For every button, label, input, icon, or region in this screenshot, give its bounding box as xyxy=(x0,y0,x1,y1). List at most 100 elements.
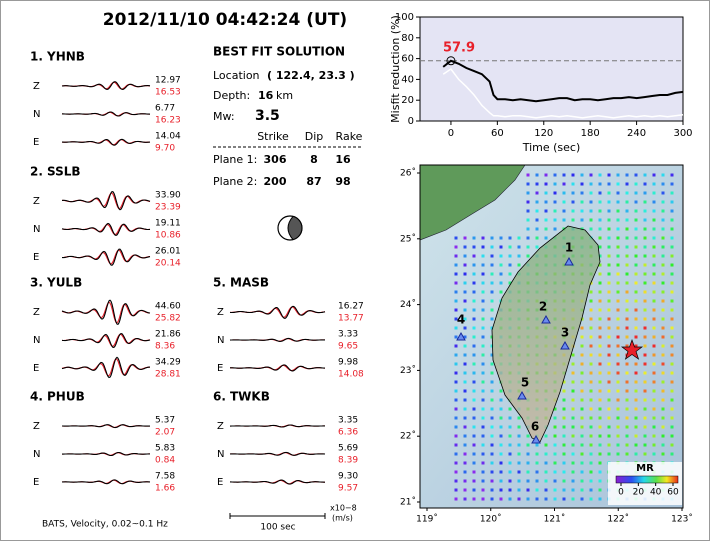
grid-dot xyxy=(544,227,548,231)
grid-dot xyxy=(454,281,458,285)
map-x-tick-label: 122˚ xyxy=(607,514,629,525)
grid-dot xyxy=(616,371,620,375)
grid-dot xyxy=(481,389,485,393)
grid-dot xyxy=(616,335,620,339)
grid-dot xyxy=(481,272,485,276)
station-number: 6. xyxy=(213,390,226,404)
grid-dot xyxy=(508,479,512,483)
grid-dot xyxy=(670,353,674,357)
grid-dot xyxy=(463,497,467,501)
grid-dot xyxy=(625,452,629,456)
grid-dot xyxy=(571,362,575,366)
grid-dot xyxy=(607,407,611,411)
grid-dot xyxy=(670,389,674,393)
grid-dot xyxy=(454,434,458,438)
grid-dot xyxy=(553,452,557,456)
grid-dot xyxy=(472,236,476,240)
grid-dot xyxy=(571,470,575,474)
grid-dot xyxy=(643,335,647,339)
observed-amplitude: 19.11 xyxy=(155,219,181,229)
grid-dot xyxy=(625,227,629,231)
grid-dot xyxy=(607,452,611,456)
footer-note: BATS, Velocity, 0.02~0.1 Hz xyxy=(42,520,168,530)
grid-dot xyxy=(472,362,476,366)
grid-dot xyxy=(481,479,485,483)
grid-dot xyxy=(652,173,656,177)
grid-dot xyxy=(598,452,602,456)
grid-dot xyxy=(463,425,467,429)
grid-dot xyxy=(526,497,530,501)
grid-dot xyxy=(472,371,476,375)
grid-dot xyxy=(589,434,593,438)
grid-dot xyxy=(661,335,665,339)
synthetic-amplitude: 20.14 xyxy=(155,259,181,269)
grid-dot xyxy=(571,182,575,186)
grid-dot xyxy=(454,407,458,411)
grid-dot xyxy=(463,479,467,483)
grid-dot xyxy=(472,245,476,249)
station-label: 5 xyxy=(521,376,529,390)
grid-dot xyxy=(625,326,629,330)
grid-dot xyxy=(661,380,665,384)
grid-dot xyxy=(625,344,629,348)
grid-dot xyxy=(652,254,656,258)
component: N xyxy=(217,449,224,460)
grid-dot xyxy=(535,182,539,186)
grid-dot xyxy=(616,308,620,312)
observed-amplitude: 6.77 xyxy=(155,104,175,114)
grid-dot xyxy=(544,452,548,456)
grid-dot xyxy=(508,416,512,420)
station-label: 3 xyxy=(561,326,569,340)
grid-dot xyxy=(508,497,512,501)
grid-dot xyxy=(571,200,575,204)
grid-dot xyxy=(463,452,467,456)
grid-dot xyxy=(571,461,575,465)
grid-dot xyxy=(607,263,611,267)
grid-dot xyxy=(670,227,674,231)
grid-dot xyxy=(634,362,638,366)
grid-dot xyxy=(454,308,458,312)
component: E xyxy=(33,477,39,488)
grid-dot xyxy=(634,299,638,303)
grid-dot xyxy=(490,272,494,276)
grid-dot xyxy=(580,380,584,384)
map-y-tick-label: 21˚ xyxy=(400,497,416,508)
grid-dot xyxy=(580,209,584,213)
grid-dot xyxy=(454,398,458,402)
grid-dot xyxy=(607,191,611,195)
grid-dot xyxy=(472,353,476,357)
grid-dot xyxy=(580,443,584,447)
grid-dot xyxy=(508,236,512,240)
grid-dot xyxy=(454,317,458,321)
grid-dot xyxy=(589,317,593,321)
observed-amplitude: 26.01 xyxy=(155,247,181,257)
grid-dot xyxy=(598,209,602,213)
grid-dot xyxy=(625,335,629,339)
grid-dot xyxy=(616,209,620,213)
plane-label: Plane 2: xyxy=(213,175,257,188)
grid-dot xyxy=(643,191,647,195)
grid-dot xyxy=(463,254,467,258)
grid-dot xyxy=(598,353,602,357)
grid-dot xyxy=(526,443,530,447)
map-y-tick-label: 23˚ xyxy=(400,365,416,376)
grid-dot xyxy=(553,434,557,438)
observed-amplitude: 44.60 xyxy=(155,302,181,312)
grid-dot xyxy=(634,308,638,312)
grid-dot xyxy=(526,254,530,258)
grid-dot xyxy=(616,272,620,276)
grid-dot xyxy=(580,191,584,195)
grid-dot xyxy=(616,200,620,204)
location-label: Location xyxy=(213,69,260,82)
grid-dot xyxy=(481,281,485,285)
grid-dot xyxy=(598,398,602,402)
grid-dot xyxy=(463,380,467,384)
grid-dot xyxy=(553,191,557,195)
grid-dot xyxy=(616,407,620,411)
observed-amplitude: 34.29 xyxy=(155,358,181,368)
rake: 98 xyxy=(335,175,350,188)
grid-dot xyxy=(454,290,458,294)
grid-dot xyxy=(463,308,467,312)
grid-dot xyxy=(625,389,629,393)
grid-dot xyxy=(589,299,593,303)
